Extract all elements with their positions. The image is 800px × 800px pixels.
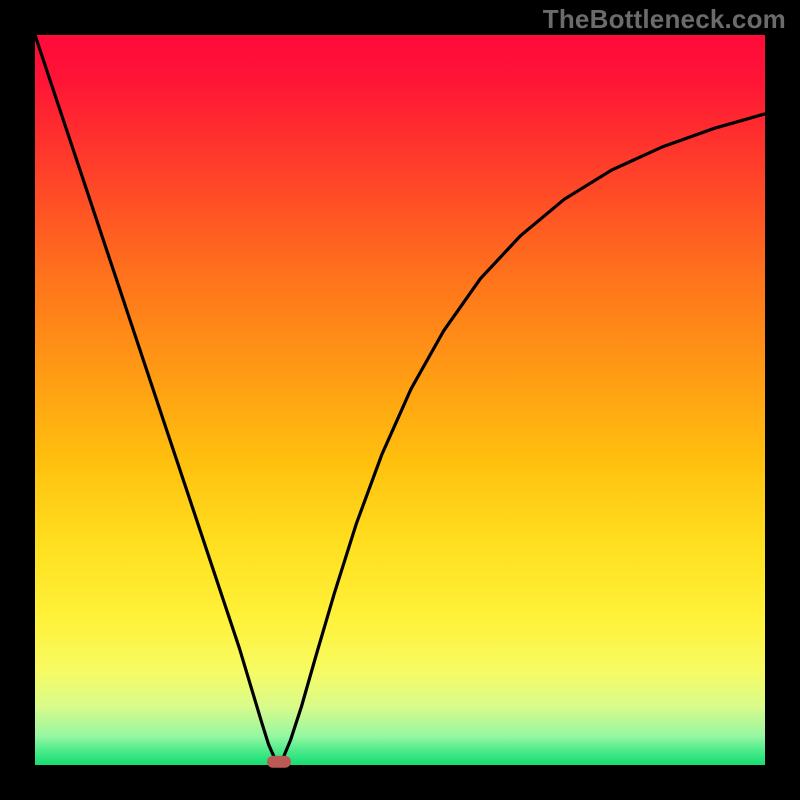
- minimum-marker: [267, 756, 291, 768]
- chart-plot-area: [35, 35, 765, 765]
- chart-curve: [35, 35, 765, 765]
- watermark-text: TheBottleneck.com: [543, 4, 786, 35]
